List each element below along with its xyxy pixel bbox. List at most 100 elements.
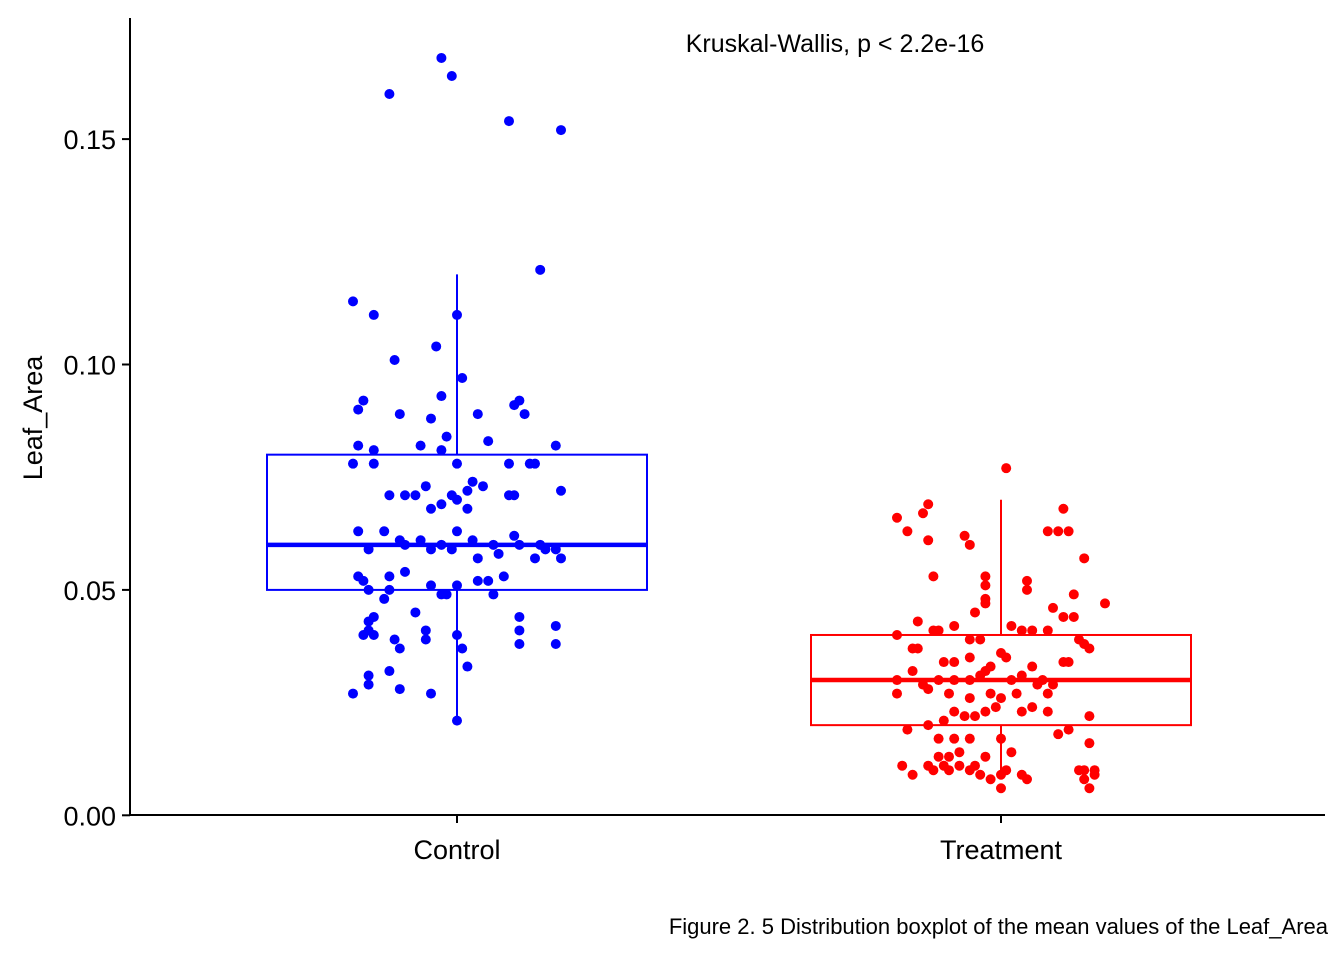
data-point — [363, 679, 374, 690]
data-point — [452, 494, 462, 505]
data-point — [1022, 584, 1032, 595]
data-point — [436, 589, 447, 600]
data-point — [949, 620, 960, 631]
data-point — [472, 575, 483, 586]
data-point — [949, 706, 960, 717]
data-point — [457, 373, 468, 384]
data-point — [1084, 711, 1095, 722]
data-point — [1042, 625, 1053, 636]
figure-caption: Figure 2. 5 Distribution boxplot of the … — [668, 914, 1328, 939]
data-point — [348, 296, 358, 307]
data-point — [1053, 526, 1064, 537]
data-point — [420, 481, 431, 492]
data-point — [912, 616, 923, 627]
data-point — [907, 666, 918, 677]
box-iqr — [266, 453, 648, 591]
data-point — [959, 530, 970, 541]
data-point — [514, 611, 525, 622]
data-point — [1068, 589, 1079, 600]
data-point — [1084, 643, 1095, 654]
data-point — [519, 409, 530, 420]
data-point — [1100, 598, 1110, 609]
data-point — [980, 580, 991, 591]
data-point — [389, 634, 400, 645]
data-point — [928, 765, 939, 776]
data-point — [452, 526, 462, 537]
data-point — [938, 657, 949, 668]
data-point — [975, 634, 986, 645]
data-point — [1042, 688, 1053, 699]
data-point — [358, 629, 369, 640]
data-point — [493, 548, 504, 559]
data-point — [426, 688, 436, 699]
data-point — [368, 629, 379, 640]
data-point — [379, 526, 390, 537]
data-point — [462, 503, 473, 514]
data-point — [897, 760, 908, 771]
data-point — [996, 693, 1006, 704]
data-point — [504, 458, 514, 469]
data-point — [907, 769, 918, 780]
data-point — [964, 652, 975, 663]
data-point — [368, 611, 379, 622]
data-point — [472, 553, 483, 564]
data-point — [959, 711, 970, 722]
data-point — [1084, 738, 1095, 749]
data-point — [933, 733, 944, 744]
data-point — [1068, 611, 1079, 622]
data-point — [1011, 688, 1022, 699]
data-point — [964, 634, 975, 645]
data-point — [384, 89, 395, 100]
data-point — [457, 643, 468, 654]
data-point — [446, 70, 457, 81]
data-point — [488, 589, 499, 600]
data-point — [892, 688, 902, 699]
test-annotation: Kruskal-Wallis, p < 2.2e-16 — [686, 30, 985, 58]
data-point — [1058, 503, 1069, 514]
data-point — [1016, 625, 1027, 636]
data-point — [426, 503, 436, 514]
data-point — [1079, 553, 1090, 564]
data-point — [1027, 702, 1038, 713]
data-point — [892, 512, 902, 523]
data-point — [980, 751, 991, 762]
data-point — [410, 607, 421, 618]
data-point — [1079, 774, 1090, 785]
y-tick-label: 0.15 — [63, 125, 116, 155]
data-point — [1001, 463, 1012, 474]
data-point — [550, 620, 561, 631]
data-point — [535, 264, 546, 275]
data-point — [1001, 765, 1012, 776]
data-point — [980, 706, 991, 717]
data-point — [902, 526, 913, 537]
data-point — [436, 391, 447, 402]
data-point — [1022, 774, 1032, 785]
data-point — [420, 634, 431, 645]
boxplot-chart: 0.00 0.05 0.10 0.15 Control Treatment Kruskal… — [18, 18, 1325, 865]
data-point — [1022, 575, 1032, 586]
data-point — [975, 769, 986, 780]
data-point — [514, 638, 525, 649]
y-tick-label: 0.10 — [63, 351, 116, 381]
data-point — [368, 309, 379, 320]
data-point — [394, 684, 405, 695]
data-point — [530, 553, 540, 564]
data-point — [1063, 526, 1074, 537]
data-point — [556, 485, 566, 496]
data-point — [504, 116, 514, 127]
data-point — [483, 575, 494, 586]
data-point — [985, 688, 996, 699]
data-point — [1006, 620, 1017, 631]
data-point — [530, 458, 540, 469]
data-point — [949, 657, 960, 668]
data-point — [1079, 765, 1090, 776]
data-point — [431, 341, 442, 352]
data-point — [985, 661, 996, 672]
x-tick-label: Treatment — [940, 835, 1063, 865]
data-point — [1063, 724, 1074, 735]
data-point — [964, 733, 975, 744]
data-point — [933, 625, 944, 636]
data-point — [514, 395, 525, 406]
data-point — [498, 571, 509, 582]
data-point — [353, 404, 364, 415]
